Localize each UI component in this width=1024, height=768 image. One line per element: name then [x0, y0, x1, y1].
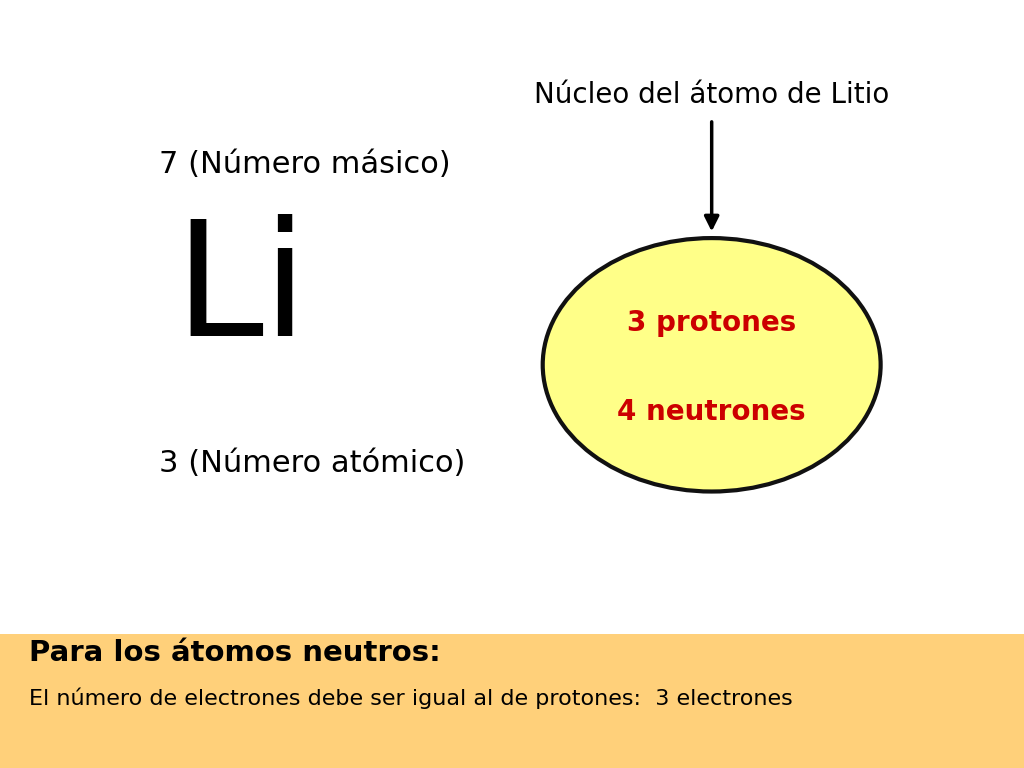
Text: Li: Li	[174, 214, 307, 369]
Text: 4 neutrones: 4 neutrones	[617, 399, 806, 426]
Text: Núcleo del átomo de Litio: Núcleo del átomo de Litio	[535, 81, 889, 108]
Text: 3 protones: 3 protones	[627, 309, 797, 336]
Text: 7 (Número másico): 7 (Número másico)	[159, 150, 451, 179]
Text: Para los átomos neutros:: Para los átomos neutros:	[29, 639, 440, 667]
Text: 3 (Número atómico): 3 (Número atómico)	[159, 449, 465, 478]
Ellipse shape	[543, 238, 881, 492]
Text: El número de electrones debe ser igual al de protones:  3 electrones: El número de electrones debe ser igual a…	[29, 687, 793, 709]
FancyBboxPatch shape	[0, 634, 1024, 768]
